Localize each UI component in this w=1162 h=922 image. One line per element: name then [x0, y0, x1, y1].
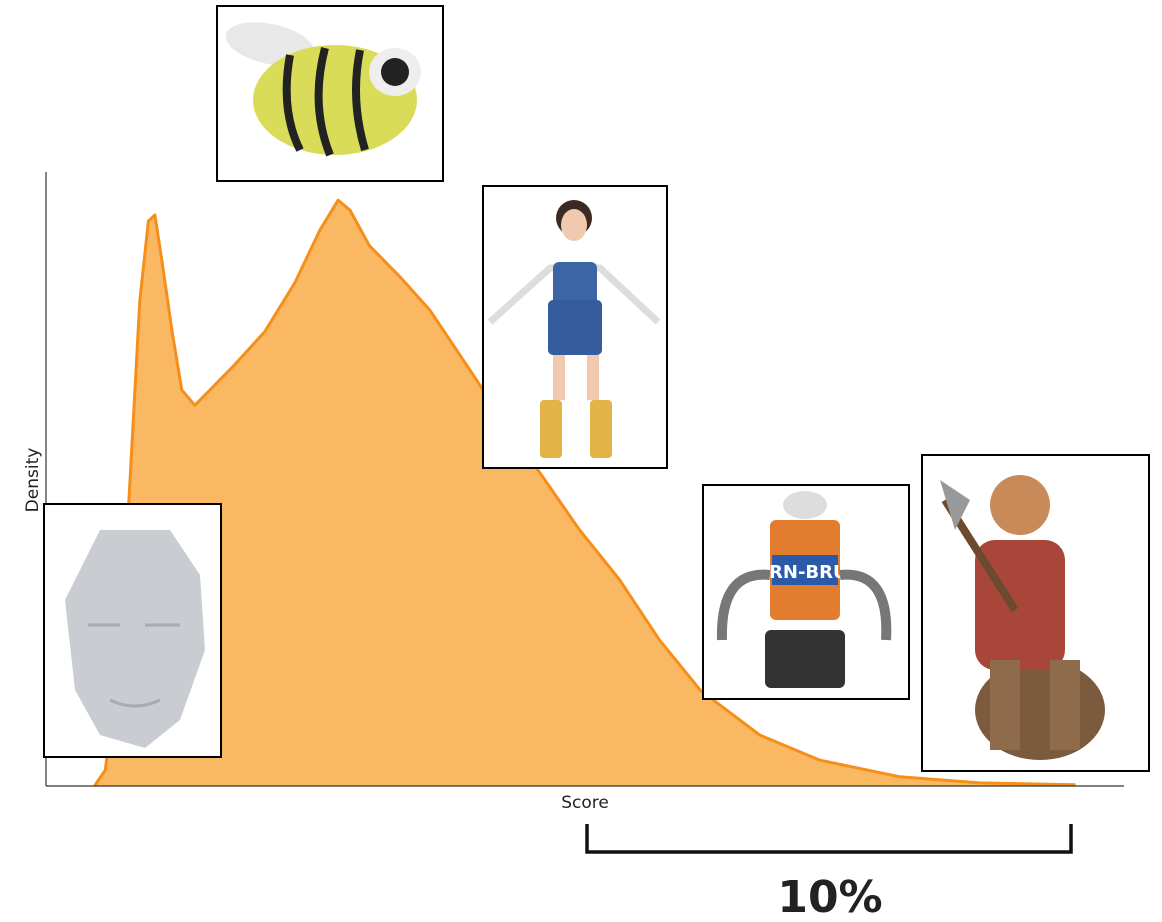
thumbnail-statue — [922, 455, 1149, 771]
x-axis-label: Score — [561, 793, 609, 813]
thumbnail-face — [44, 504, 221, 757]
svg-text:IRN-BRU: IRN-BRU — [762, 562, 847, 583]
page: {"chart_data": {"type": "area", "x_label… — [0, 0, 1162, 918]
thumbnail-robot: IRN-BRU — [703, 485, 909, 699]
y-axis-label: Density — [23, 448, 43, 513]
range-bracket — [587, 824, 1071, 852]
chart: Score Density 10% IRN-BRU — [0, 0, 1162, 918]
thumbnail-bee — [217, 6, 443, 181]
annotation: 10% — [777, 872, 882, 918]
thumbnail-girl — [483, 186, 667, 468]
